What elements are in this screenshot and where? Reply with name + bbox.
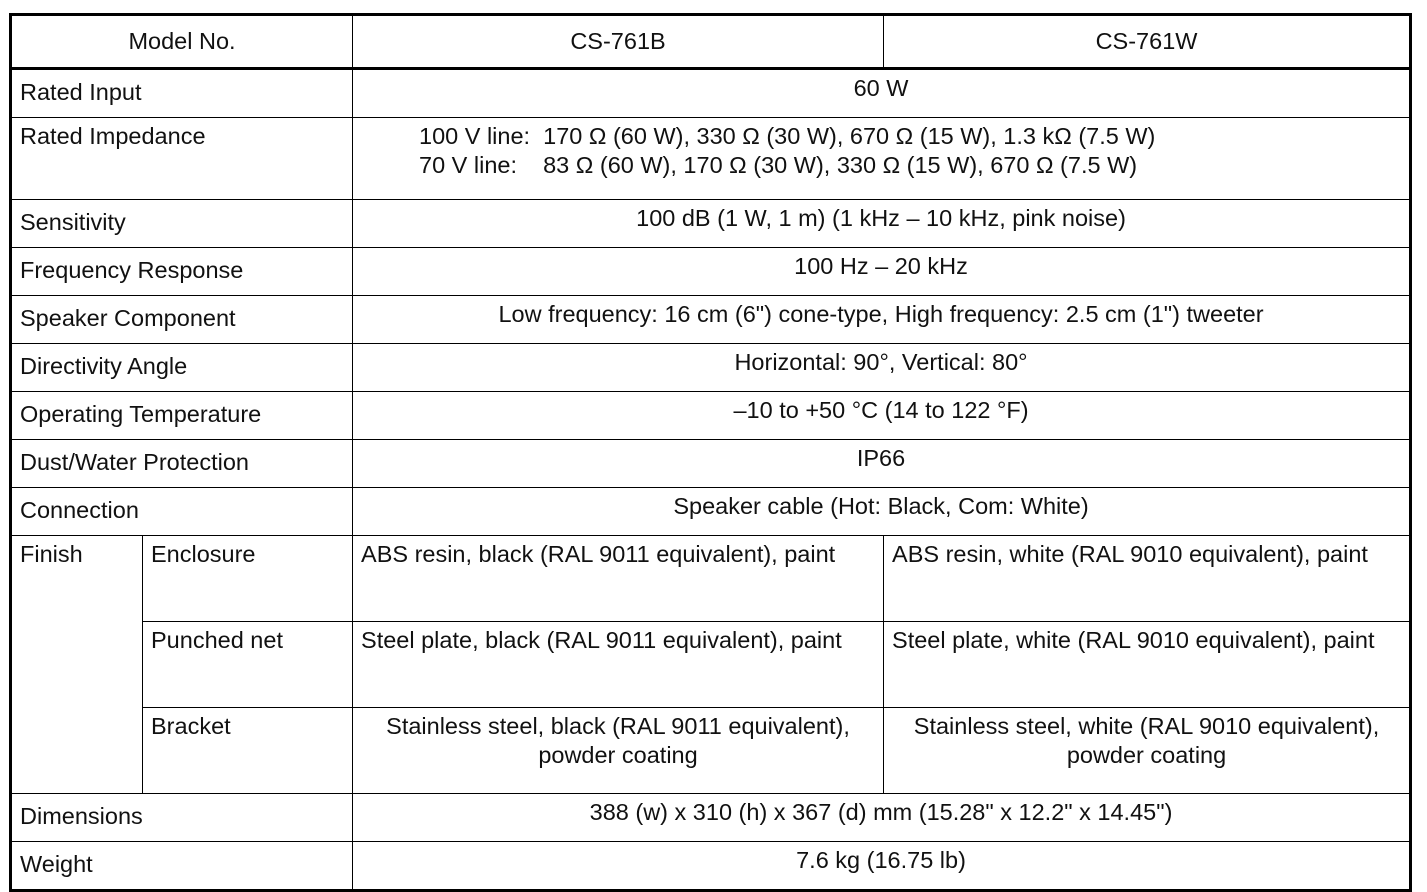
table-row-finish-bracket: Bracket Stainless steel, black (RAL 9011… (11, 707, 1412, 794)
row-value-speaker-component: Low frequency: 16 cm (6") cone-type, Hig… (352, 295, 1412, 344)
row-value-rated-input: 60 W (352, 68, 1412, 118)
row-label-bracket: Bracket (141, 707, 354, 794)
row-value-enclosure-white: ABS resin, white (RAL 9010 equivalent), … (883, 535, 1412, 622)
table-row-connection: Connection Speaker cable (Hot: Black, Co… (9, 487, 1412, 536)
header-model-cs761b: CS-761B (352, 14, 885, 70)
row-label-directivity-angle: Directivity Angle (9, 343, 354, 392)
table-row-dust-water-protection: Dust/Water Protection IP66 (9, 439, 1412, 488)
row-value-operating-temperature: –10 to +50 °C (14 to 122 °F) (352, 391, 1412, 440)
table-row-dimensions: Dimensions 388 (w) x 310 (h) x 367 (d) m… (9, 793, 1412, 842)
row-label-operating-temperature: Operating Temperature (9, 391, 354, 440)
row-label-punched-net: Punched net (141, 621, 354, 708)
table-row-frequency-response: Frequency Response 100 Hz – 20 kHz (9, 247, 1412, 296)
impedance-line-100v: 100 V line: 170 Ω (60 W), 330 Ω (30 W), … (419, 123, 1156, 149)
table-row-speaker-component: Speaker Component Low frequency: 16 cm (… (9, 295, 1412, 344)
table-header-row: Model No. CS-761B CS-761W (9, 14, 1412, 70)
row-label-speaker-component: Speaker Component (9, 295, 354, 344)
row-value-enclosure-black: ABS resin, black (RAL 9011 equivalent), … (352, 535, 885, 622)
row-value-dimensions: 388 (w) x 310 (h) x 367 (d) mm (15.28" x… (352, 793, 1412, 842)
row-label-sensitivity: Sensitivity (9, 199, 354, 248)
table-row-directivity-angle: Directivity Angle Horizontal: 90°, Verti… (9, 343, 1412, 392)
row-value-rated-impedance: 100 V line: 170 Ω (60 W), 330 Ω (30 W), … (352, 117, 1412, 200)
row-label-dimensions: Dimensions (9, 793, 354, 842)
table-row-weight: Weight 7.6 kg (16.75 lb) (9, 841, 1412, 891)
table-row-sensitivity: Sensitivity 100 dB (1 W, 1 m) (1 kHz – 1… (9, 199, 1412, 248)
header-model-cs761w: CS-761W (883, 14, 1412, 70)
table-row-rated-input: Rated Input 60 W (9, 68, 1412, 118)
row-label-weight: Weight (9, 841, 354, 891)
row-value-punched-net-white: Steel plate, white (RAL 9010 equivalent)… (883, 621, 1412, 708)
specification-table: Model No. CS-761B CS-761W Rated Input 60… (9, 13, 1413, 892)
row-label-rated-input: Rated Input (9, 68, 354, 118)
row-label-enclosure: Enclosure (141, 535, 354, 622)
impedance-line-70v: 70 V line: 83 Ω (60 W), 170 Ω (30 W), 33… (419, 152, 1138, 179)
row-value-frequency-response: 100 Hz – 20 kHz (352, 247, 1412, 296)
row-value-weight: 7.6 kg (16.75 lb) (352, 841, 1412, 891)
table-row-finish-enclosure: Finish Enclosure ABS resin, black (RAL 9… (10, 535, 1412, 794)
row-label-finish: Finish (10, 535, 143, 794)
row-value-directivity-angle: Horizontal: 90°, Vertical: 80° (352, 343, 1412, 392)
table-row-finish-punched-net: Punched net Steel plate, black (RAL 9011… (11, 621, 1412, 708)
row-value-sensitivity: 100 dB (1 W, 1 m) (1 kHz – 10 kHz, pink … (352, 199, 1412, 248)
row-label-dust-water-protection: Dust/Water Protection (9, 439, 354, 488)
row-label-connection: Connection (9, 487, 354, 536)
document-page: Model No. CS-761B CS-761W Rated Input 60… (9, 13, 1413, 892)
row-value-bracket-white: Stainless steel, white (RAL 9010 equival… (883, 707, 1412, 794)
table-row-operating-temperature: Operating Temperature –10 to +50 °C (14 … (9, 391, 1412, 440)
row-value-bracket-black: Stainless steel, black (RAL 9011 equival… (352, 707, 885, 794)
row-value-punched-net-black: Steel plate, black (RAL 9011 equivalent)… (352, 621, 885, 708)
row-value-connection: Speaker cable (Hot: Black, Com: White) (352, 487, 1412, 536)
row-label-rated-impedance: Rated Impedance (9, 117, 354, 200)
table-row-rated-impedance: Rated Impedance 100 V line: 170 Ω (60 W)… (9, 117, 1412, 200)
row-label-frequency-response: Frequency Response (9, 247, 354, 296)
row-value-dust-water-protection: IP66 (352, 439, 1412, 488)
header-model-no: Model No. (9, 14, 354, 70)
